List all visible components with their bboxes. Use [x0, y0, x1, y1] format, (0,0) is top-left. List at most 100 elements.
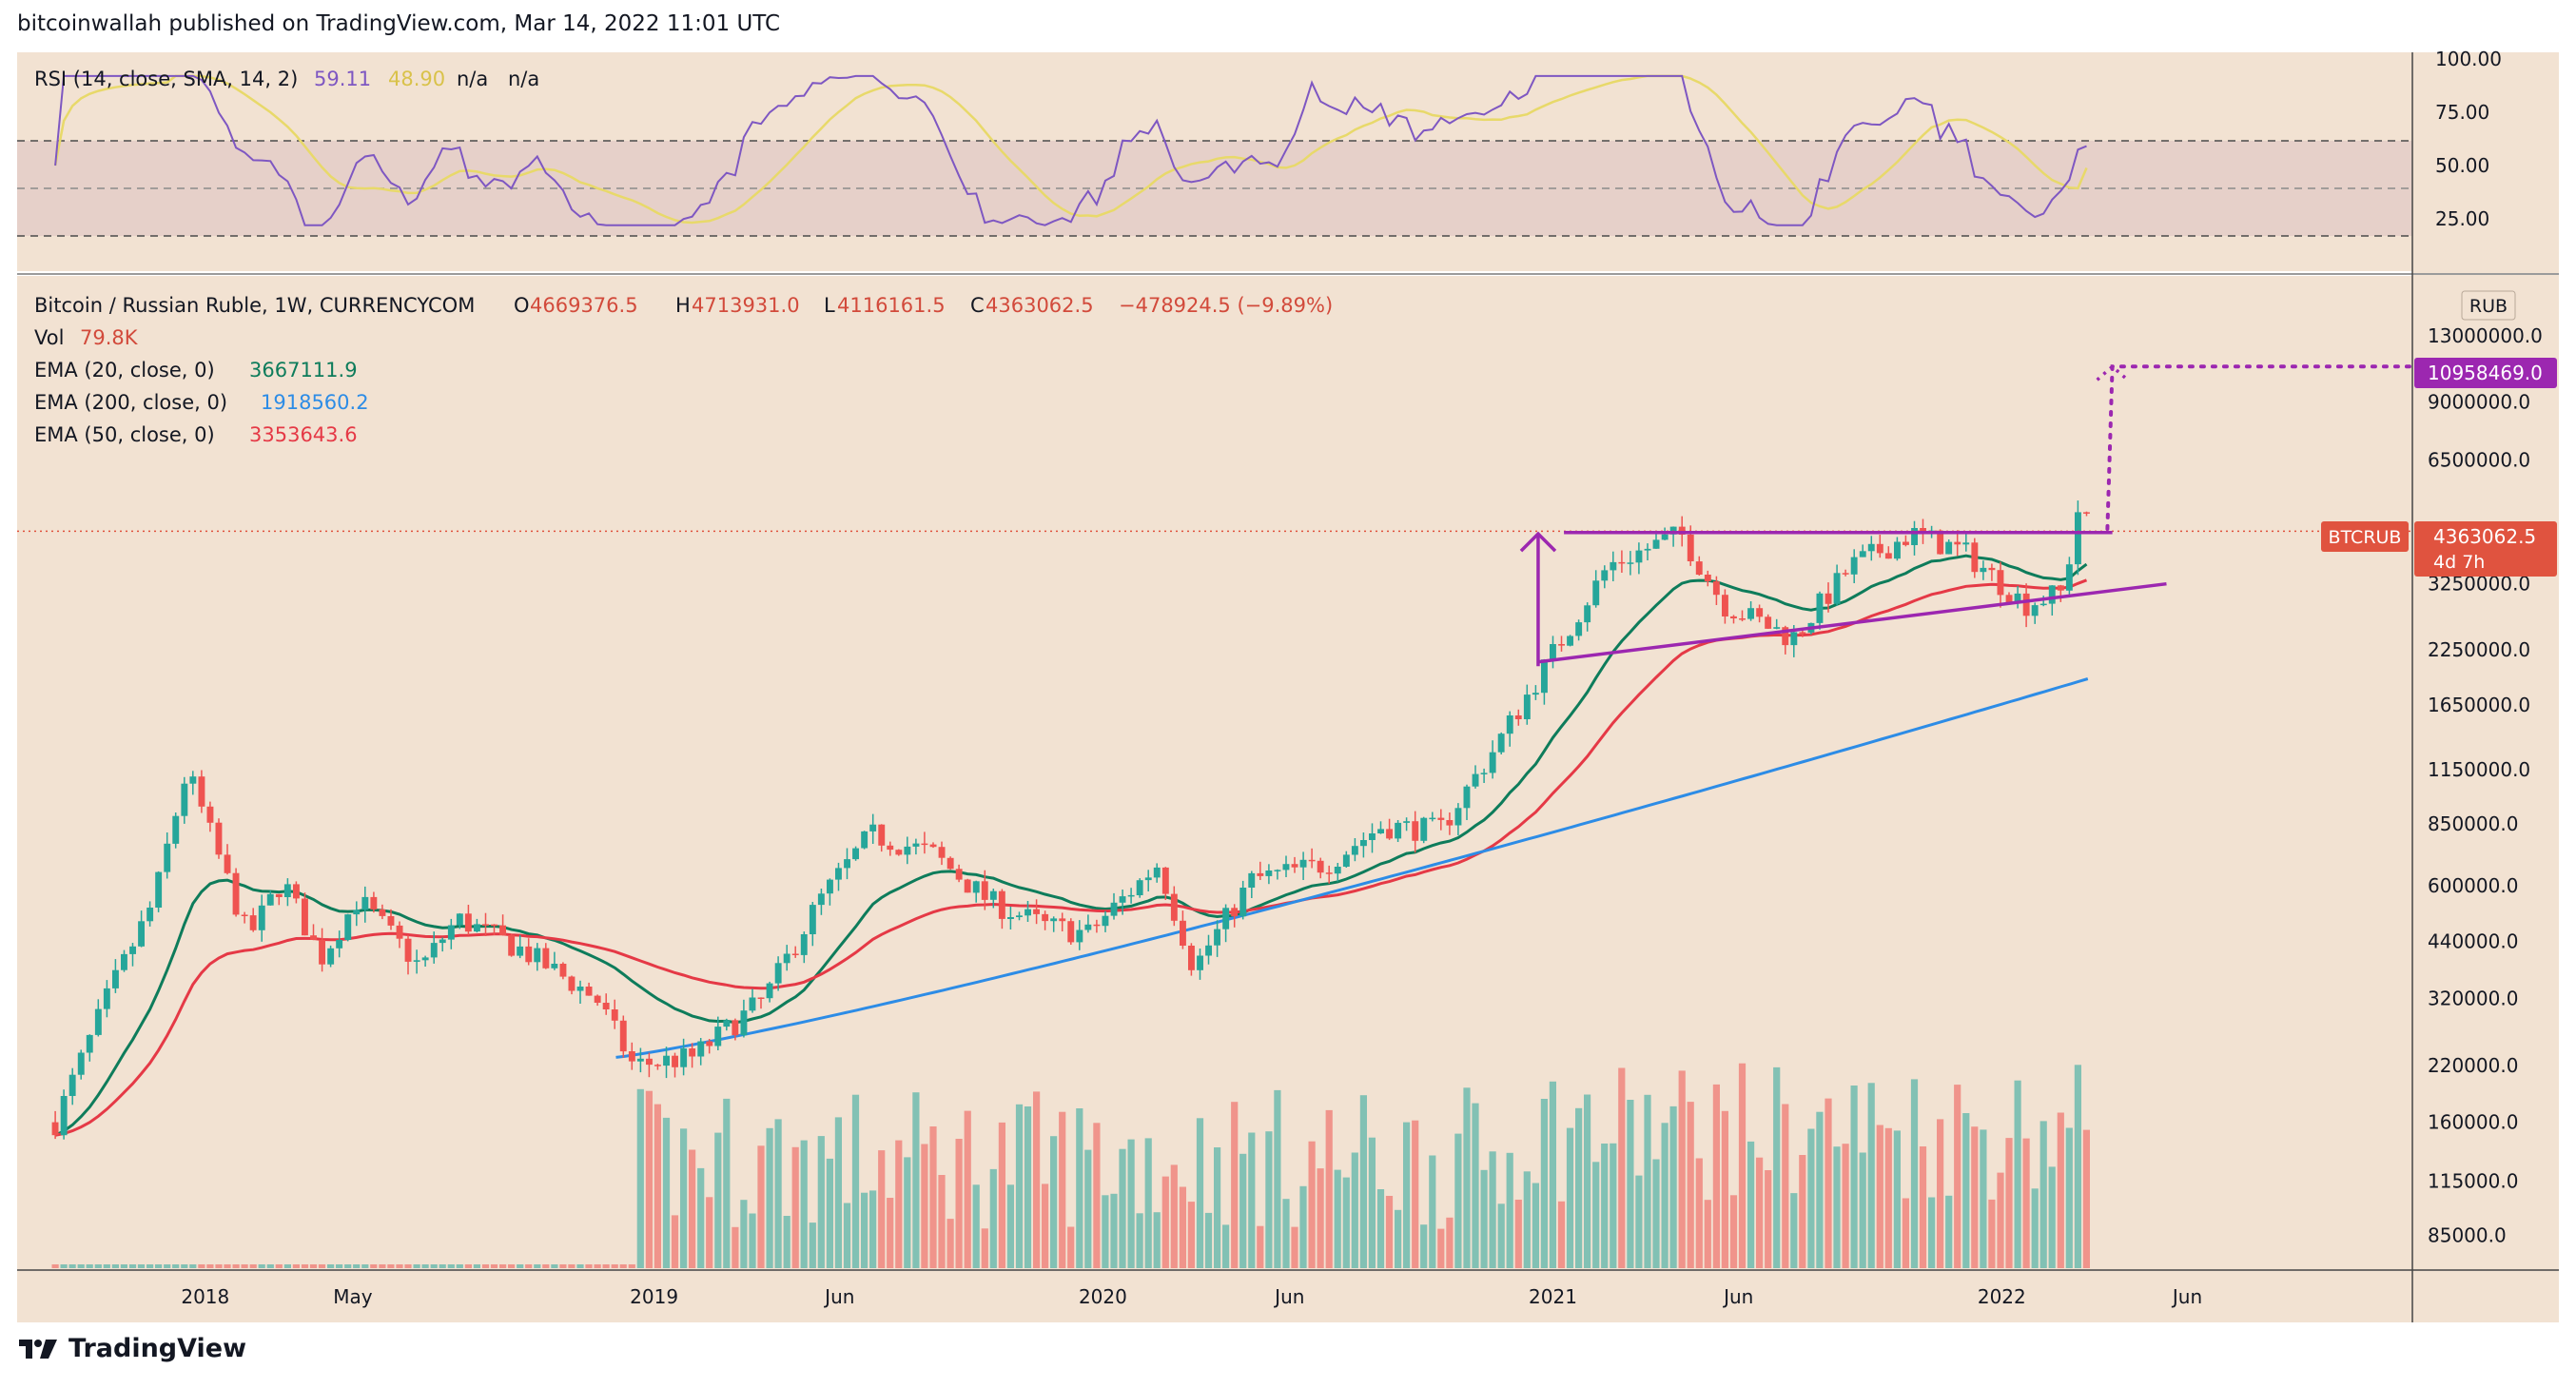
candle[interactable] [2039, 596, 2047, 607]
candle[interactable] [232, 868, 240, 917]
candle[interactable] [379, 904, 386, 920]
candle[interactable] [499, 914, 506, 936]
candle[interactable] [1136, 878, 1143, 898]
candle[interactable] [1532, 685, 1539, 700]
candle[interactable] [1007, 907, 1014, 929]
candle[interactable] [1412, 811, 1419, 853]
candle[interactable] [319, 928, 325, 972]
candle[interactable] [206, 801, 214, 832]
candle[interactable] [456, 912, 463, 929]
candle[interactable] [1644, 543, 1651, 560]
candle[interactable] [517, 934, 524, 959]
candle[interactable] [619, 1015, 627, 1058]
pattern-drawings[interactable] [1519, 363, 2451, 667]
candle[interactable] [998, 889, 1005, 929]
candle[interactable] [1282, 855, 1290, 878]
candle[interactable] [1274, 869, 1281, 880]
candle[interactable] [164, 832, 171, 879]
candle[interactable] [852, 846, 859, 861]
candle[interactable] [887, 841, 894, 856]
candle[interactable] [1816, 591, 1824, 630]
candle[interactable] [1325, 865, 1333, 884]
candle[interactable] [1825, 582, 1832, 613]
candle[interactable] [198, 770, 205, 813]
candle[interactable] [1747, 601, 1754, 621]
candle[interactable] [266, 890, 274, 906]
candle[interactable] [1084, 914, 1092, 933]
candle[interactable] [1033, 899, 1040, 925]
candle[interactable] [1903, 535, 1909, 547]
candle[interactable] [1773, 618, 1781, 630]
currency-badge[interactable]: RUB [2469, 296, 2508, 317]
candle[interactable] [732, 1018, 739, 1041]
candle[interactable] [404, 934, 412, 975]
candle[interactable] [1248, 871, 1256, 899]
candle[interactable] [336, 930, 343, 958]
candle[interactable] [602, 993, 610, 1015]
candle[interactable] [1308, 848, 1316, 869]
candle[interactable] [809, 902, 816, 947]
candle[interactable] [327, 945, 335, 968]
support-line[interactable] [1537, 581, 2167, 664]
candle[interactable] [835, 862, 842, 891]
candle[interactable] [344, 913, 352, 942]
candle[interactable] [1859, 544, 1866, 558]
candle[interactable] [534, 943, 541, 971]
candle[interactable] [817, 889, 825, 915]
candle[interactable] [861, 831, 868, 850]
candle[interactable] [1627, 551, 1634, 576]
candle[interactable] [1093, 919, 1101, 933]
candle[interactable] [576, 980, 584, 1004]
candle[interactable] [1214, 920, 1220, 957]
candle[interactable] [138, 910, 145, 948]
candle[interactable] [938, 841, 946, 866]
candle[interactable] [689, 1043, 696, 1068]
candle[interactable] [1377, 821, 1384, 834]
candle[interactable] [275, 893, 283, 906]
candle[interactable] [904, 836, 911, 865]
candle[interactable] [1110, 892, 1118, 920]
candle[interactable] [1489, 740, 1496, 779]
candle[interactable] [1472, 765, 1479, 789]
candle[interactable] [1712, 576, 1720, 605]
candle[interactable] [1884, 546, 1892, 559]
candle[interactable] [2057, 584, 2064, 602]
candle[interactable] [1119, 890, 1126, 915]
candle[interactable] [396, 921, 403, 949]
candle[interactable] [989, 889, 997, 909]
candle[interactable] [1351, 838, 1358, 862]
candle[interactable] [241, 911, 248, 924]
candle[interactable] [1395, 820, 1402, 842]
candle[interactable] [310, 924, 317, 941]
candles[interactable] [17, 500, 2412, 1140]
candle[interactable] [258, 894, 265, 942]
candle[interactable] [1911, 520, 1918, 556]
candle[interactable] [723, 1018, 731, 1031]
candle[interactable] [1463, 784, 1471, 820]
candle[interactable] [1342, 851, 1350, 868]
candle[interactable] [1360, 832, 1367, 858]
candle[interactable] [1558, 636, 1565, 652]
candle[interactable] [293, 881, 300, 904]
candle[interactable] [740, 999, 748, 1038]
candle[interactable] [2083, 511, 2090, 517]
candle[interactable] [1739, 610, 1746, 622]
candle[interactable] [568, 975, 576, 995]
candle[interactable] [146, 901, 154, 927]
candle[interactable] [1205, 934, 1212, 965]
candle[interactable] [370, 891, 378, 913]
candle[interactable] [1025, 901, 1031, 922]
candle[interactable] [1317, 857, 1324, 879]
candle[interactable] [628, 1042, 635, 1070]
candle[interactable] [1437, 809, 1445, 831]
candle[interactable] [249, 908, 257, 932]
candle[interactable] [1971, 538, 1979, 578]
candle[interactable] [1635, 542, 1643, 575]
candle[interactable] [387, 909, 395, 930]
candle[interactable] [1076, 920, 1083, 950]
candle[interactable] [663, 1047, 670, 1079]
candle[interactable] [1102, 910, 1109, 932]
candle[interactable] [1980, 560, 1987, 580]
candle[interactable] [447, 918, 455, 949]
candle[interactable] [1722, 589, 1728, 624]
